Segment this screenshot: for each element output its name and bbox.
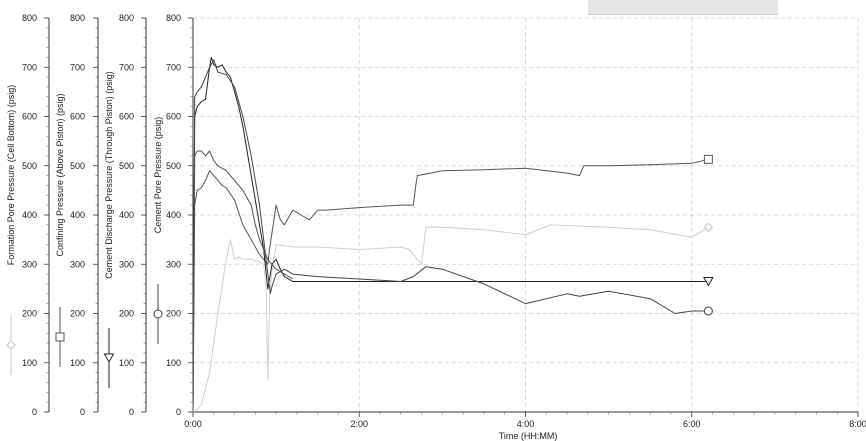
series-end-marker bbox=[703, 154, 713, 164]
legend-marker bbox=[103, 353, 115, 364]
y-tick-label: 300 bbox=[119, 259, 134, 269]
y-tick-label: 200 bbox=[22, 309, 37, 319]
y-tick-label: 400 bbox=[166, 210, 181, 220]
series-line bbox=[192, 56, 709, 413]
y-tick-label: 200 bbox=[70, 309, 85, 319]
y-tick-label: 0 bbox=[80, 407, 85, 417]
series-3 bbox=[192, 56, 714, 413]
series-line bbox=[192, 150, 294, 413]
y-tick-label: 100 bbox=[119, 358, 134, 368]
series-5 bbox=[192, 150, 294, 413]
y-tick-label: 0 bbox=[176, 407, 181, 417]
y-tick-label: 300 bbox=[166, 259, 181, 269]
series-1 bbox=[192, 222, 714, 413]
y-axis-title: Formation Pore Pressure (Cell Bottom) (p… bbox=[6, 85, 16, 266]
y-axis-1: 0 100 200 300 400 500 600 700 800 Formation Pore … bbox=[6, 13, 50, 417]
y-axis-3: 0 100 200 300 400 500 600 700 800 Cement Discharg… bbox=[103, 13, 147, 417]
y-axis-4: 0 100 200 300 400 500 600 700 800 Cement Pore Pre… bbox=[153, 13, 194, 417]
y-tick-label: 300 bbox=[70, 259, 85, 269]
y-tick-label: 700 bbox=[70, 62, 85, 72]
x-axis-title: Time (HH:MM) bbox=[499, 431, 558, 441]
y-tick-label: 800 bbox=[119, 13, 134, 23]
x-tick-label: 8:00 bbox=[849, 419, 866, 429]
y-tick-label: 200 bbox=[166, 309, 181, 319]
y-tick-label: 600 bbox=[22, 112, 37, 122]
y-axis-title: Cement Discharge Pressure (Through Pisto… bbox=[104, 71, 114, 279]
series-end-marker bbox=[703, 222, 714, 233]
y-tick-label: 200 bbox=[119, 309, 134, 319]
y-tick-label: 700 bbox=[166, 62, 181, 72]
y-tick-label: 500 bbox=[166, 161, 181, 171]
y-tick-label: 100 bbox=[22, 358, 37, 368]
x-tick-label: 0:00 bbox=[184, 419, 202, 429]
y-tick-label: 800 bbox=[70, 13, 85, 23]
series-line bbox=[192, 224, 709, 413]
y-tick-label: 800 bbox=[166, 13, 181, 23]
y-tick-label: 700 bbox=[119, 62, 134, 72]
x-tick-label: 4:00 bbox=[517, 419, 535, 429]
x-axis: 0:00 2:00 4:00 6:00 8:00 bbox=[184, 411, 866, 429]
y-tick-label: 500 bbox=[22, 161, 37, 171]
series-4 bbox=[192, 59, 713, 413]
top-scroll-strip bbox=[588, 0, 778, 15]
y-tick-label: 0 bbox=[129, 407, 134, 417]
legend-marker bbox=[55, 332, 65, 342]
series-2 bbox=[192, 154, 713, 413]
grid bbox=[193, 17, 859, 413]
y-tick-label: 500 bbox=[119, 161, 134, 171]
series-line bbox=[192, 158, 709, 413]
x-tick-label: 2:00 bbox=[350, 419, 368, 429]
y-tick-label: 600 bbox=[119, 112, 134, 122]
y-axes: 0 100 200 300 400 500 600 700 800 Formation Pore … bbox=[6, 13, 194, 417]
legend-marker bbox=[153, 309, 163, 319]
y-tick-label: 500 bbox=[70, 161, 85, 171]
y-tick-label: 600 bbox=[166, 112, 181, 122]
y-tick-label: 400 bbox=[70, 210, 85, 220]
y-tick-label: 100 bbox=[70, 358, 85, 368]
y-tick-label: 400 bbox=[119, 210, 134, 220]
y-axis-title: Confining Pressure (Above Piston) (psig) bbox=[55, 93, 65, 256]
series-line bbox=[192, 59, 709, 413]
y-tick-label: 300 bbox=[22, 259, 37, 269]
y-axis-title: Cement Pore Pressure (psig) bbox=[153, 117, 163, 234]
y-tick-label: 800 bbox=[22, 13, 37, 23]
y-tick-label: 100 bbox=[166, 358, 181, 368]
y-tick-label: 600 bbox=[70, 112, 85, 122]
x-tick-label: 6:00 bbox=[683, 419, 701, 429]
y-tick-label: 0 bbox=[32, 407, 37, 417]
y-tick-label: 700 bbox=[22, 62, 37, 72]
series-end-marker bbox=[703, 306, 713, 316]
series bbox=[192, 56, 714, 413]
y-tick-label: 400 bbox=[22, 210, 37, 220]
legend-marker bbox=[6, 340, 16, 350]
y-axis-2: 0 100 200 300 400 500 600 700 800 Confining Press… bbox=[55, 13, 99, 417]
series-end-marker bbox=[703, 276, 714, 287]
